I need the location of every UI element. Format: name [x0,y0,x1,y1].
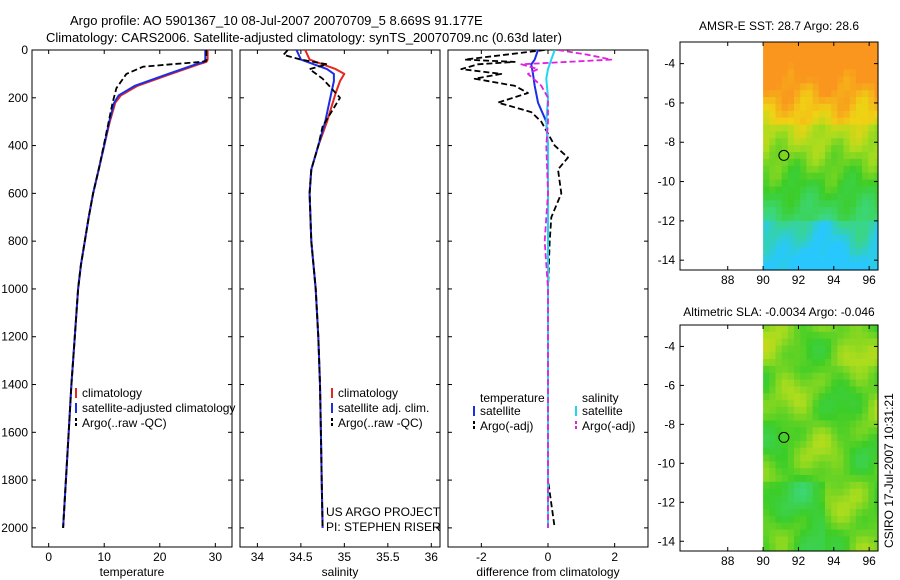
sla-map-xtick-label: 90 [756,554,770,568]
sst-map-heatmap-cells [763,42,879,271]
sst-map-xtick-label: 94 [827,273,841,287]
sst-map-panel: AMSR-E SST: 28.7 Argo: 28.6 88 90 92 94 96 -4 -… [658,19,879,287]
sst-map-xtick-label: 96 [862,273,876,287]
temperature-ytick-label: 1000 [1,282,28,296]
sla-map-xtick-label: 94 [827,554,841,568]
difference-legend-label: satellite [480,404,521,418]
temperature-ytick-label: 0 [21,43,28,57]
figure-title-line1: Argo profile: AO 5901367_10 08-Jul-2007 … [70,13,483,28]
sla-map-xtick-label: 88 [721,554,735,568]
difference-xtick-label: -2 [476,550,487,564]
sla-map-panel: Altimetric SLA: -0.0034 Argo: -0.046 88 90… [658,305,879,568]
figure-title-line2: Climatology: CARS2006. Satellite-adjuste… [46,30,562,45]
sst-map-ytick-label: -4 [664,57,675,71]
temperature-panel: 0 10 20 30 temperature 0 200 400 600 800 1000 1200 1… [1,43,235,579]
sst-map-ytick-label: -12 [658,214,676,228]
sla-map-ytick-label: -4 [664,339,675,353]
salinity-xtick-label: 34.5 [289,550,313,564]
salinity-xtick-label: 36 [425,550,439,564]
temperature-ytick-label: 1200 [1,330,28,344]
temperature-ytick-label: 1600 [1,425,28,439]
temperature-series-2 [62,50,208,528]
temperature-xtick-label: 20 [153,550,167,564]
difference-legend-label: Argo(-adj) [480,419,533,433]
temperature-ytick-label: 600 [8,186,28,200]
sla-map-title: Altimetric SLA: -0.0034 Argo: -0.046 [683,305,875,319]
temperature-ytick-label: 1800 [1,473,28,487]
temperature-ytick-label: 400 [8,139,28,153]
salinity-legend-label: climatology [338,386,398,400]
sst-map-argo-marker [778,149,790,161]
temperature-frame [31,49,233,548]
difference-legend-header: temperature [480,391,545,405]
sla-map-xtick-label: 96 [862,554,876,568]
sst-map-ytick-label: -8 [664,135,675,149]
sla-map-ytick-label: -12 [658,495,676,509]
sst-map-xtick-label: 90 [756,273,770,287]
sst-map-frame [679,41,879,271]
difference-xtick-label: 0 [545,550,552,564]
sla-map-xtick-label: 92 [792,554,806,568]
salinity-legend-label: Argo(..raw -QC) [338,416,423,430]
salinity-xtick-label: 35.5 [376,550,400,564]
salinity-xtick-label: 35 [338,550,352,564]
salinity-xtick-label: 34 [251,550,265,564]
temperature-legend-label: climatology [82,386,142,400]
sla-map-frame [679,324,879,552]
temperature-ytick-label: 800 [8,234,28,248]
difference-series-3 [520,50,613,528]
temperature-xlabel: temperature [100,565,165,579]
temperature-ytick-label: 1400 [1,378,28,392]
sst-map-title: AMSR-E SST: 28.7 Argo: 28.6 [699,19,859,33]
difference-legend-label: satellite [582,404,623,418]
credit-line2: PI: STEPHEN RISER [326,520,441,534]
sla-map-ytick-label: -10 [658,456,676,470]
sla-map-argo-marker [778,431,790,443]
temperature-xtick-label: 0 [45,550,52,564]
difference-xtick-label: 2 [611,550,618,564]
sst-map-xtick-label: 92 [792,273,806,287]
temperature-xtick-label: 30 [209,550,223,564]
sst-map-ytick-label: -10 [658,175,676,189]
salinity-panel: 34 34.5 35 35.5 36 salinity climatologysatelli… [239,49,441,579]
temperature-ytick-label: 200 [8,91,28,105]
sst-map-xtick-label: 88 [721,273,735,287]
temperature-xtick-label: 10 [98,550,112,564]
sst-map-ytick-label: -14 [658,253,676,267]
sla-map-heatmap-cells [763,325,879,552]
difference-legend-header: salinity [582,391,619,405]
sla-map-ytick-label: -14 [658,534,676,548]
temperature-ytick-label: 2000 [1,521,28,535]
salinity-frame [239,49,441,548]
temperature-legend-label: satellite-adjusted climatology [82,401,235,415]
temperature-legend-label: Argo(..raw -QC) [82,416,167,430]
difference-legend-label: Argo(-adj) [582,419,635,433]
sst-map-ytick-label: -6 [664,96,675,110]
salinity-series-2 [282,50,341,528]
salinity-legend-label: satellite adj. clim. [338,401,429,415]
sla-map-ytick-label: -6 [664,378,675,392]
salinity-xlabel: salinity [322,565,359,579]
difference-series-1 [460,50,569,529]
sla-map-ytick-label: -8 [664,417,675,431]
credit-line1: US ARGO PROJECT [326,505,441,519]
difference-xlabel: difference from climatology [476,565,619,579]
